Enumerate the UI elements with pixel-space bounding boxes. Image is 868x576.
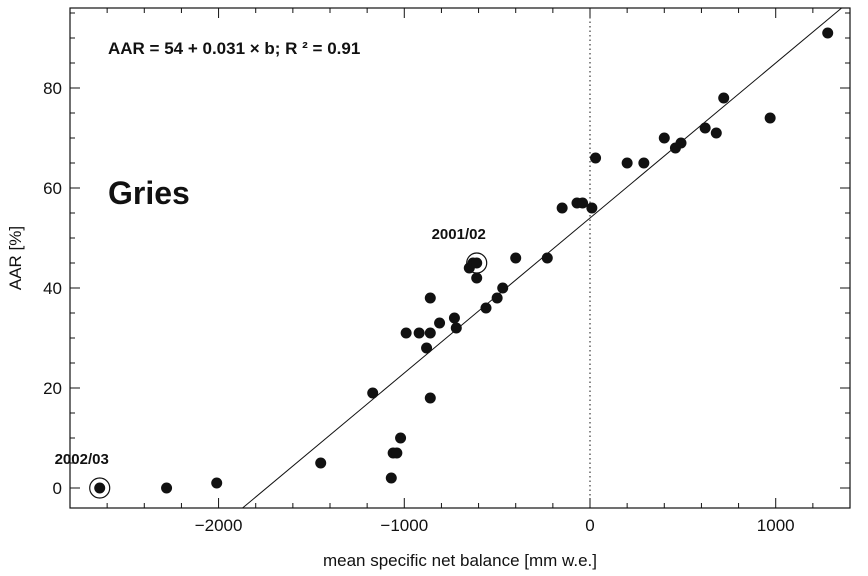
x-tick-label: −1000: [380, 516, 428, 535]
data-point: [424, 327, 436, 339]
data-point: [658, 132, 670, 144]
data-point: [541, 252, 553, 264]
y-tick-label: 80: [43, 79, 62, 98]
y-tick-label: 40: [43, 279, 62, 298]
x-tick-label: 0: [585, 516, 594, 535]
data-point: [413, 327, 425, 339]
data-points: [94, 27, 834, 494]
data-point: [471, 257, 483, 269]
highlight-circle: [89, 477, 111, 499]
x-tick-label: −2000: [195, 516, 243, 535]
axis-ticks: [69, 8, 851, 508]
annotation-label: 2002/03: [55, 451, 109, 468]
data-point: [395, 432, 407, 444]
data-point: [161, 482, 173, 494]
annotation-label: 2001/02: [432, 226, 486, 243]
panel-label: Gries: [108, 175, 190, 211]
y-tick-label: 0: [53, 479, 62, 498]
data-point: [448, 312, 460, 324]
x-axis-label: mean specific net balance [mm w.e.]: [323, 551, 597, 570]
data-point: [315, 457, 327, 469]
data-point: [385, 472, 397, 484]
y-axis-label: AAR [%]: [6, 226, 25, 290]
y-tick-label: 20: [43, 379, 62, 398]
data-point: [764, 112, 776, 124]
data-point: [638, 157, 650, 169]
data-point: [497, 282, 509, 294]
highlight-circles: [89, 252, 488, 499]
data-point: [577, 197, 589, 209]
data-point: [424, 392, 436, 404]
data-point: [400, 327, 412, 339]
data-point: [718, 92, 730, 104]
data-point: [491, 292, 503, 304]
data-point: [510, 252, 522, 264]
data-point: [586, 202, 598, 214]
data-point: [94, 482, 106, 494]
highlight-circle: [466, 252, 488, 274]
data-point: [822, 27, 834, 39]
data-point: [590, 152, 602, 164]
data-point: [621, 157, 633, 169]
data-point: [391, 447, 403, 459]
data-point: [556, 202, 568, 214]
data-point: [699, 122, 711, 134]
y-tick-label: 60: [43, 179, 62, 198]
point-annotations: 2002/03 2001/02: [55, 226, 486, 468]
plot-frame: [69, 7, 851, 509]
axis-tick-labels: −2000 −1000 0 1000 0 20 40 60 80: [43, 79, 795, 535]
data-point: [434, 317, 446, 329]
data-point: [211, 477, 223, 489]
data-point: [421, 342, 433, 354]
data-point: [471, 272, 483, 284]
data-point: [675, 137, 687, 149]
data-point: [424, 292, 436, 304]
data-point: [480, 302, 492, 314]
x-tick-label: 1000: [757, 516, 795, 535]
data-point: [450, 322, 462, 334]
data-point: [710, 127, 722, 139]
equation-text: AAR = 54 + 0.031 × b; R ² = 0.91: [108, 39, 360, 58]
data-point: [367, 387, 379, 399]
